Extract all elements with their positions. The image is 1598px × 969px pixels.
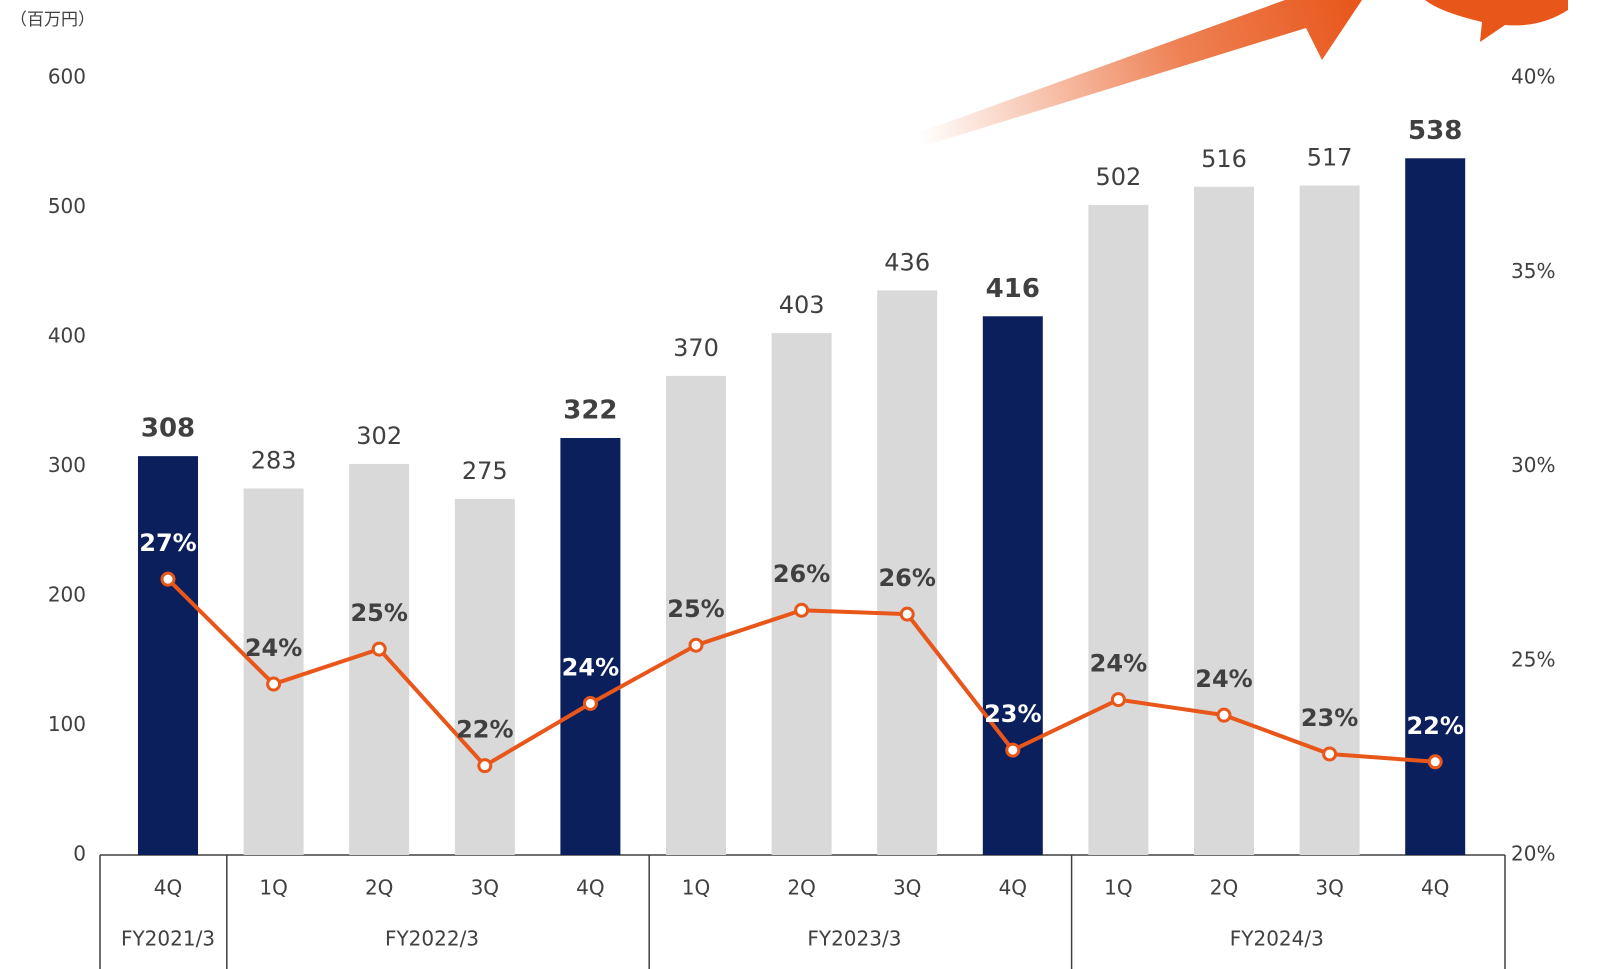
x-tick-label: 2Q [365, 876, 393, 900]
bar [1088, 204, 1149, 855]
line-value-label: 22% [1406, 712, 1463, 740]
group-label: FY2022/3 [385, 927, 479, 951]
bar [454, 498, 515, 855]
x-tick-label: 2Q [1210, 876, 1238, 900]
line-marker [1427, 754, 1443, 770]
bar-value-label: 283 [251, 447, 297, 475]
x-tick-label: 4Q [576, 876, 604, 900]
x-tick-label: 3Q [893, 876, 921, 900]
bar [560, 438, 621, 855]
y-tick-label: 100 [48, 712, 86, 736]
bar-value-label: 538 [1408, 116, 1462, 146]
bar [1405, 158, 1466, 856]
line-value-label: 26% [773, 560, 830, 588]
y-tick-label: 600 [48, 65, 86, 89]
bar-value-label: 275 [462, 457, 508, 485]
bar [349, 463, 410, 855]
line-marker [899, 606, 915, 622]
bar-value-label: 416 [986, 274, 1040, 304]
x-tick-label: 1Q [1104, 876, 1132, 900]
line-value-label: 22% [456, 716, 513, 744]
x-tick-label: 4Q [999, 876, 1027, 900]
bar-value-label: 403 [779, 291, 825, 319]
bar [1299, 185, 1360, 856]
x-tick-label: 4Q [154, 876, 182, 900]
x-tick-label: 3Q [1315, 876, 1343, 900]
bar-value-label: 436 [884, 248, 930, 276]
line-marker [1110, 692, 1126, 708]
line-value-label: 25% [667, 595, 724, 623]
group-label: FY2023/3 [807, 927, 901, 951]
y2-tick-label: 35% [1511, 259, 1555, 283]
y2-tick-label: 40% [1511, 65, 1555, 89]
line-marker [688, 637, 704, 653]
y-tick-label: 0 [73, 842, 86, 866]
x-tick-label: 2Q [787, 876, 815, 900]
line-value-label: 27% [139, 529, 196, 557]
y-axis-unit: （百万円） [10, 10, 95, 30]
y2-tick-label: 30% [1511, 453, 1555, 477]
x-tick-label: 4Q [1421, 876, 1449, 900]
bar-value-label: 517 [1307, 143, 1353, 171]
bar [877, 290, 938, 855]
bar-value-label: 302 [356, 422, 402, 450]
line-value-label: 24% [562, 653, 619, 681]
y-tick-label: 500 [48, 194, 86, 218]
line-value-label: 24% [245, 634, 302, 662]
group-label: FY2024/3 [1230, 927, 1324, 951]
line-marker [371, 641, 387, 657]
line-value-label: 23% [1301, 704, 1358, 732]
line-value-label: 25% [350, 599, 407, 627]
y-tick-label: 200 [48, 583, 86, 607]
line-marker [582, 695, 598, 711]
line-marker [1322, 746, 1338, 762]
line-value-label: 26% [878, 564, 935, 592]
y2-tick-label: 25% [1511, 647, 1555, 671]
x-tick-label: 3Q [471, 876, 499, 900]
bar [982, 316, 1043, 855]
bar-value-label: 370 [673, 334, 719, 362]
line-marker [160, 571, 176, 587]
x-tick-label: 1Q [259, 876, 287, 900]
bar [666, 375, 726, 855]
bar [243, 488, 304, 855]
line-marker [266, 676, 282, 692]
line-value-label: 24% [1090, 650, 1147, 678]
bar [1194, 186, 1254, 855]
bar-value-label: 516 [1201, 145, 1247, 173]
bar-value-label: 502 [1095, 163, 1141, 191]
x-tick-label: 1Q [682, 876, 710, 900]
trend-arrow [918, 0, 1362, 146]
callout-bubble [1425, 0, 1568, 42]
line-marker [477, 758, 493, 774]
line-value-label: 23% [984, 700, 1041, 728]
bar [771, 333, 832, 855]
bar [138, 456, 198, 855]
bar-value-label: 322 [563, 396, 617, 426]
line-marker [1005, 742, 1021, 758]
line-value-label: 24% [1195, 665, 1252, 693]
y-tick-label: 400 [48, 324, 86, 348]
group-label: FY2021/3 [121, 927, 215, 951]
y2-tick-label: 20% [1511, 842, 1555, 866]
line-marker [794, 602, 810, 618]
bar-value-label: 308 [141, 414, 195, 444]
line-marker [1216, 707, 1232, 723]
y-tick-label: 300 [48, 453, 86, 477]
